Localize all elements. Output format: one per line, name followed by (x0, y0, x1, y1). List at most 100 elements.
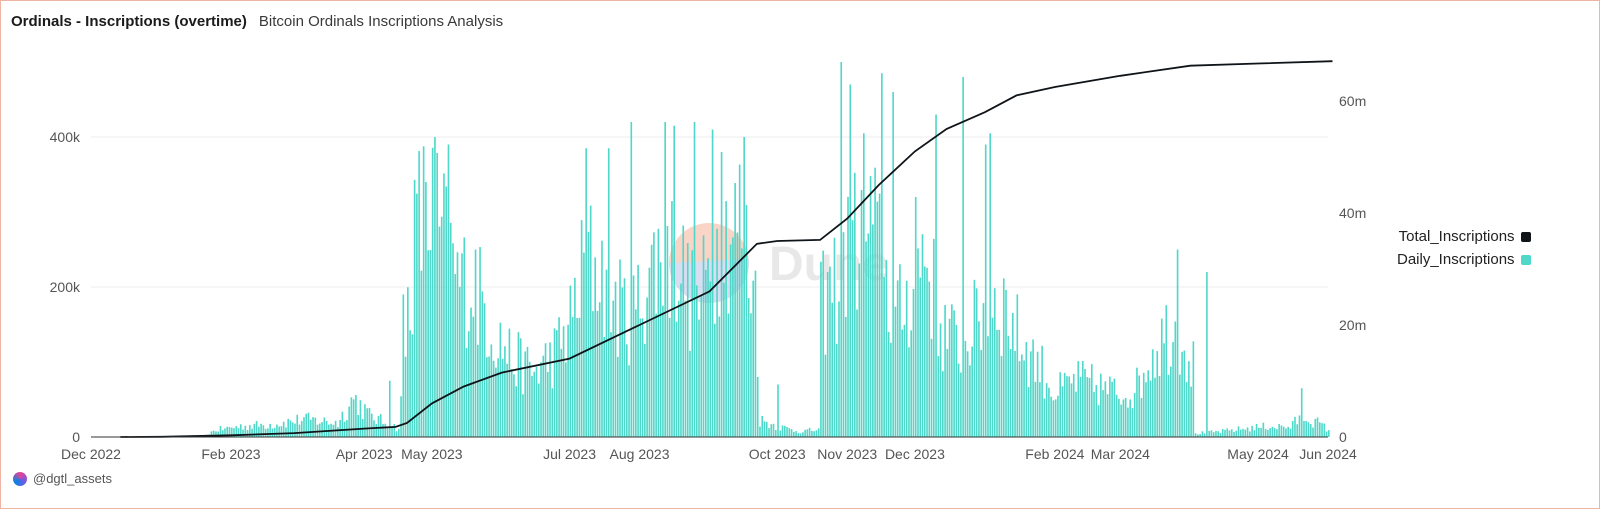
daily-bar (748, 298, 750, 437)
daily-bar (858, 264, 860, 437)
daily-bar (653, 232, 655, 437)
daily-bar (615, 282, 617, 437)
footer: @dgtl_assets (13, 471, 112, 486)
daily-bar (366, 408, 368, 437)
daily-bar (628, 365, 630, 437)
daily-bar (1134, 393, 1136, 437)
daily-bar (667, 226, 669, 437)
daily-bar (640, 319, 642, 437)
daily-bar (592, 311, 594, 437)
x-tick-label: Feb 2023 (201, 446, 260, 462)
daily-bar (540, 362, 542, 437)
daily-bar (849, 85, 851, 438)
daily-bar (1301, 388, 1303, 437)
x-tick-label: Jul 2023 (543, 446, 596, 462)
daily-bar (1150, 381, 1152, 437)
daily-bar (1321, 423, 1323, 437)
daily-bar (976, 288, 978, 437)
daily-bar (714, 324, 716, 437)
x-tick-label: Apr 2023 (336, 446, 393, 462)
daily-bar (452, 243, 454, 437)
daily-bar (730, 245, 732, 437)
daily-bar (901, 329, 903, 437)
author-handle[interactable]: @dgtl_assets (33, 471, 112, 486)
daily-bar (906, 281, 908, 437)
daily-bar (816, 430, 818, 437)
daily-bar (1093, 392, 1095, 437)
daily-bar (994, 288, 996, 437)
daily-bar (400, 396, 402, 437)
x-tick-label: May 2024 (1227, 446, 1289, 462)
daily-bar (357, 415, 359, 437)
daily-bar (1231, 429, 1233, 437)
daily-bar (418, 151, 420, 437)
daily-bar (1163, 343, 1165, 437)
daily-bar (759, 426, 761, 437)
daily-bar (324, 417, 326, 437)
daily-bar (1312, 428, 1314, 437)
daily-bar (1247, 427, 1249, 437)
daily-bar (698, 320, 700, 437)
daily-bar (791, 429, 793, 437)
daily-bar (355, 395, 357, 437)
daily-bar (1195, 433, 1197, 437)
daily-bar (1147, 370, 1149, 437)
daily-bar (310, 420, 312, 437)
daily-bar (895, 307, 897, 437)
daily-bar (671, 201, 673, 437)
daily-bar (682, 225, 684, 437)
daily-bar (475, 250, 477, 438)
daily-bar (258, 427, 260, 437)
daily-bar (527, 347, 529, 437)
daily-bar (1202, 431, 1204, 437)
daily-bar (1021, 354, 1023, 437)
daily-bar (983, 303, 985, 437)
daily-bar (619, 259, 621, 437)
daily-bar (1023, 360, 1025, 437)
daily-bar (1046, 383, 1048, 437)
daily-bar (743, 137, 745, 437)
daily-bar (633, 275, 635, 437)
legend-item-daily[interactable]: Daily_Inscriptions (1397, 248, 1531, 271)
daily-bar (576, 318, 578, 437)
daily-bar (1265, 429, 1267, 437)
daily-bar (1283, 427, 1285, 437)
daily-bar (326, 421, 328, 437)
daily-bar (874, 168, 876, 437)
daily-bar (989, 133, 991, 437)
daily-bar (949, 319, 951, 437)
y-left-tick-label: 400k (50, 129, 81, 145)
daily-bar (1303, 421, 1305, 437)
daily-bar (703, 235, 705, 437)
daily-bar (1111, 382, 1113, 437)
daily-bar (276, 425, 278, 437)
daily-bar (933, 239, 935, 437)
daily-bar (1240, 430, 1242, 437)
daily-bar (649, 268, 651, 437)
daily-bar (461, 253, 463, 437)
daily-bar (1256, 424, 1258, 437)
daily-bar (1319, 422, 1321, 437)
daily-bar (608, 148, 610, 437)
daily-bar (479, 247, 481, 437)
daily-bar (928, 281, 930, 437)
daily-bar (689, 351, 691, 437)
legend-label-daily: Daily_Inscriptions (1397, 251, 1515, 268)
daily-bar (888, 332, 890, 437)
daily-bar (511, 369, 513, 437)
daily-bar (1118, 399, 1120, 437)
daily-bar (1272, 427, 1274, 437)
daily-bar (1254, 430, 1256, 437)
daily-bar (380, 414, 382, 437)
daily-bar (572, 317, 574, 437)
daily-bar (725, 201, 727, 437)
daily-bar (980, 350, 982, 437)
daily-bar (570, 286, 572, 437)
daily-bar (414, 180, 416, 437)
daily-bar (1314, 419, 1316, 437)
daily-bar (1296, 424, 1298, 437)
legend-item-total[interactable]: Total_Inscriptions (1397, 225, 1531, 248)
daily-bar (630, 122, 632, 437)
daily-bar (890, 343, 892, 437)
